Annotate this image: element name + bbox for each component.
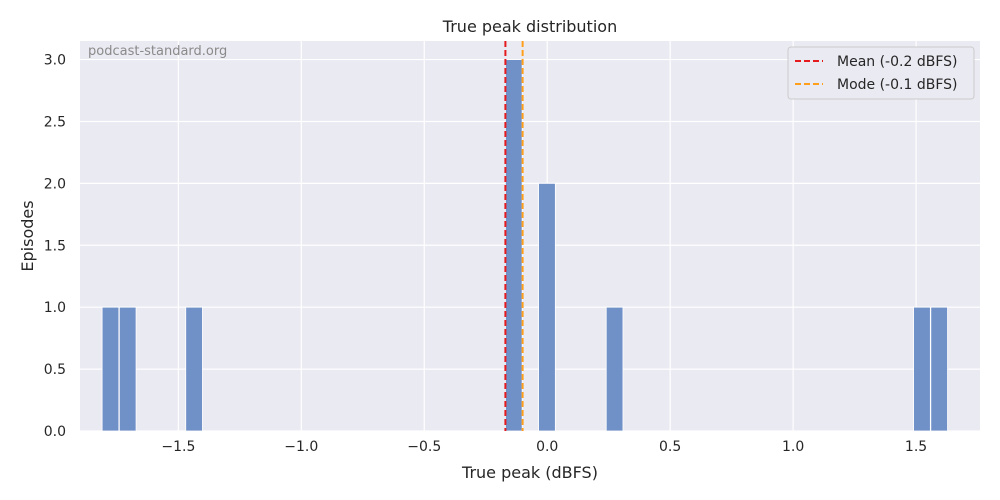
- reference-lines: [504, 41, 524, 431]
- legend-mode-label: Mode (-0.1 dBFS): [837, 77, 957, 93]
- legend: Mean (-0.2 dBFS) Mode (-0.1 dBFS): [787, 46, 975, 100]
- x-axis-title: True peak (dBFS): [461, 463, 598, 482]
- legend-mean-label: Mean (-0.2 dBFS): [837, 54, 957, 70]
- histogram-bars: [101, 59, 948, 432]
- y-tick-label: 3.0: [44, 53, 66, 69]
- x-tick-label: 0.0: [536, 439, 558, 455]
- y-tick-label: 0.0: [44, 424, 66, 440]
- x-tick-label: 1.0: [782, 439, 804, 455]
- histogram-bar: [538, 182, 556, 432]
- histogram-bar: [118, 306, 137, 432]
- histogram-bar: [185, 306, 203, 432]
- legend-box: [787, 46, 975, 100]
- chart-title: True peak distribution: [442, 17, 617, 36]
- plot-background: [80, 41, 980, 431]
- y-tick-label: 1.5: [44, 238, 66, 254]
- x-tick-label: −0.5: [407, 439, 441, 455]
- histogram-bar: [913, 306, 931, 432]
- y-tick-label: 0.5: [44, 362, 66, 378]
- y-tick-label: 1.0: [44, 300, 66, 316]
- axis-ticks: −1.5 −1.0 −0.5 0.0 0.5 1.0 1.5 0.0 0.5 1.0 1.5 2.0 2…: [44, 53, 927, 455]
- x-tick-label: 0.5: [659, 439, 681, 455]
- y-tick-label: 2.5: [44, 114, 66, 130]
- y-axis-title: Episodes: [18, 200, 37, 271]
- histogram-bar: [605, 306, 624, 432]
- x-tick-label: 1.5: [905, 439, 927, 455]
- histogram-bar: [930, 306, 948, 432]
- x-tick-label: −1.0: [284, 439, 318, 455]
- grid-lines: [80, 41, 980, 432]
- watermark-text: podcast-standard.org: [88, 44, 227, 59]
- x-tick-label: −1.5: [161, 439, 195, 455]
- histogram-bar: [505, 59, 523, 432]
- histogram-bar: [101, 306, 120, 432]
- y-tick-label: 2.0: [44, 176, 66, 192]
